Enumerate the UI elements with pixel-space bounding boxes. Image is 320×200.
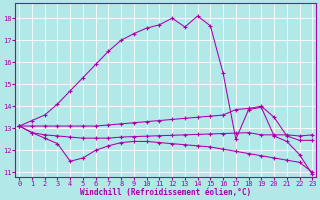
X-axis label: Windchill (Refroidissement éolien,°C): Windchill (Refroidissement éolien,°C) xyxy=(80,188,251,197)
